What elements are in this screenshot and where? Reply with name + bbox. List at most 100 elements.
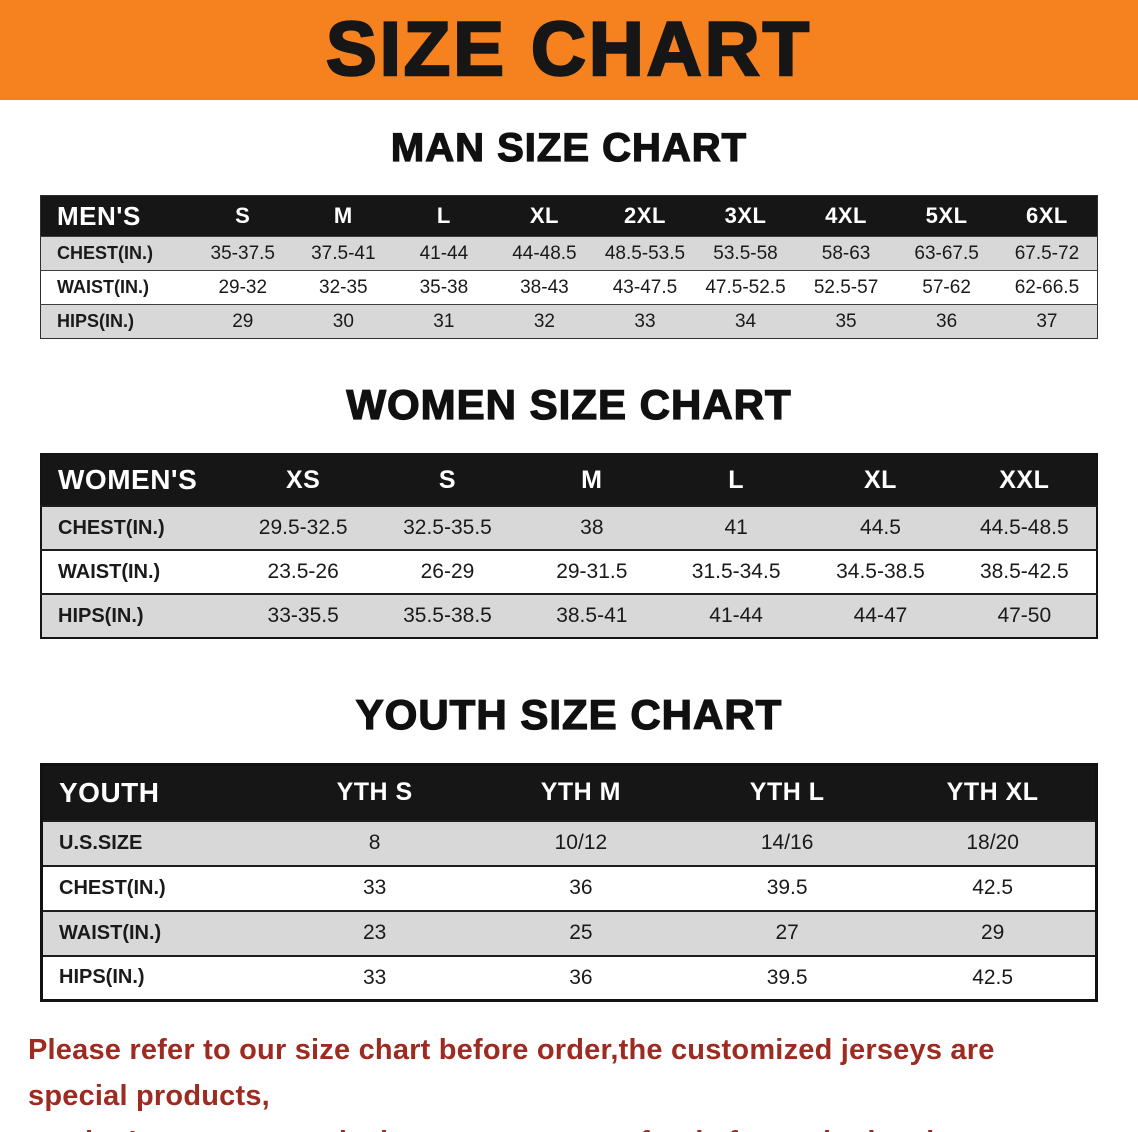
size-column-header: YTH L	[684, 764, 891, 821]
measurement-row: WAIST(IN.) 29-32 32-35 35-38 38-43 43-47.5 47.…	[40, 270, 1098, 305]
size-value-cell: 36	[569, 876, 593, 899]
size-value-cell: 30	[332, 310, 354, 332]
row-label-cell: WAIST(IN.)	[59, 921, 162, 944]
row-label-cell: HIPS(IN.)	[57, 311, 135, 331]
size-value-cell: 44.5-48.5	[979, 516, 1069, 539]
men-size-table: MEN'S S M L XL 2XL 3XL 4XL 5XL 6XL CHEST(IN.) 35-37…	[40, 195, 1098, 339]
size-value-cell: 39.5	[766, 965, 808, 989]
measurement-row: CHEST(IN.) 33 36 39.5 42.5	[41, 865, 1097, 911]
row-label-cell: HIPS(IN.)	[58, 604, 144, 627]
row-label-cell: CHEST(IN.)	[58, 516, 165, 539]
size-value-cell: 31.5-34.5	[691, 560, 781, 583]
size-value-cell: 62-66.5	[1014, 276, 1080, 298]
measurement-row: HIPS(IN.) 29 30 31 32 33 34 35 36 37	[40, 304, 1098, 339]
size-value-cell: 29-31.5	[556, 560, 628, 583]
size-column-header: XL	[494, 195, 595, 237]
size-value-cell: 33	[362, 965, 387, 989]
size-column-header: XS	[231, 454, 376, 506]
size-value-cell: 31	[433, 310, 455, 332]
women-size-table: WOMEN'S XS S M L XL XXL CHEST(IN.) 29.5-32.5 32.5…	[40, 453, 1098, 639]
size-value-cell: 29.5-32.5	[258, 516, 348, 539]
size-value-cell: 38.5-42.5	[979, 560, 1069, 583]
size-value-cell: 36	[936, 310, 958, 332]
row-label-cell: CHEST(IN.)	[59, 876, 166, 899]
table-header-row: YOUTH YTH S YTH M YTH L YTH XL	[41, 764, 1097, 821]
row-label-cell: WAIST(IN.)	[57, 277, 149, 297]
size-value-cell: 10/12	[554, 831, 608, 854]
disclaimer-note: Please refer to our size chart before or…	[28, 1028, 1098, 1132]
size-column-header: M	[293, 195, 394, 237]
measurement-row: WAIST(IN.) 23.5-26 26-29 29-31.5 31.5-34.5 34…	[41, 550, 1097, 594]
measurement-row: CHEST(IN.) 35-37.5 37.5-41 41-44 44-48.5 48.5…	[40, 236, 1098, 271]
size-value-cell: 42.5	[972, 965, 1014, 989]
size-value-cell: 8	[368, 831, 381, 854]
measurement-row: HIPS(IN.) 33 36 39.5 42.5	[41, 955, 1097, 1001]
size-value-cell: 26-29	[420, 560, 475, 583]
size-value-cell: 35.5-38.5	[403, 604, 492, 627]
size-column-header: S	[375, 454, 520, 506]
size-value-cell: 18/20	[966, 831, 1019, 854]
measurement-row: HIPS(IN.) 33-35.5 35.5-38.5 38.5-41 41-44 44-…	[41, 594, 1097, 638]
youth-size-section: YOUTH SIZE CHART YOUTH YTH S YTH M YTH L YTH…	[0, 690, 1138, 1002]
table-title-cell: WOMEN'S	[41, 454, 231, 506]
disclaimer-line-1: Please refer to our size chart before or…	[28, 1034, 995, 1112]
size-value-cell: 37.5-41	[311, 242, 376, 264]
measurement-row: U.S.SIZE 8 10/12 14/16 18/20	[41, 820, 1097, 866]
size-value-cell: 44.5	[860, 516, 901, 539]
size-value-cell: 43-47.5	[612, 276, 678, 298]
size-value-cell: 52.5-57	[813, 276, 879, 298]
size-value-cell: 29	[232, 310, 254, 332]
size-value-cell: 53.5-58	[713, 242, 778, 264]
size-column-header: 6XL	[996, 195, 1098, 237]
size-value-cell: 25	[569, 921, 593, 944]
youth-size-table: YOUTH YTH S YTH M YTH L YTH XL U.S.SIZE 8 10/12…	[40, 763, 1098, 1002]
size-value-cell: 23.5-26	[267, 560, 339, 583]
size-column-header: L	[393, 195, 495, 237]
size-value-cell: 44-48.5	[512, 242, 577, 264]
size-column-header: YTH S	[271, 764, 478, 821]
size-value-cell: 57-62	[922, 276, 971, 298]
size-value-cell: 34	[734, 310, 757, 332]
size-value-cell: 47.5-52.5	[705, 276, 786, 298]
size-value-cell: 63-67.5	[914, 242, 979, 264]
size-column-header: YTH XL	[890, 764, 1097, 821]
size-value-cell: 42.5	[972, 876, 1014, 899]
size-value-cell: 67.5-72	[1014, 242, 1080, 264]
size-value-cell: 44-47	[853, 604, 908, 627]
youth-section-heading: YOUTH SIZE CHART	[355, 690, 783, 738]
size-column-header: 5XL	[896, 195, 997, 237]
size-value-cell: 36	[569, 965, 593, 989]
row-label-cell: U.S.SIZE	[59, 831, 143, 854]
size-value-cell: 39.5	[766, 876, 808, 899]
size-value-cell: 41-44	[709, 604, 763, 627]
size-value-cell: 33	[634, 310, 656, 332]
size-value-cell: 33-35.5	[267, 604, 339, 627]
size-value-cell: 35-38	[419, 276, 469, 298]
size-value-cell: 38-43	[520, 276, 569, 298]
size-value-cell: 14/16	[760, 831, 814, 854]
table-title-cell: YOUTH	[41, 764, 272, 821]
size-value-cell: 58-63	[821, 242, 871, 264]
size-column-header: M	[519, 454, 664, 506]
page-title: SIZE CHART	[325, 7, 812, 92]
size-column-header: L	[663, 454, 809, 506]
size-value-cell: 27	[775, 921, 799, 944]
disclaimer-line-2: we don't accept cancel, change, teturn o…	[28, 1120, 1098, 1132]
size-value-cell: 48.5-53.5	[604, 242, 686, 264]
men-size-section: MAN SIZE CHART MEN'S S M L XL 2XL 3XL 4XL 5XL 6XL…	[0, 125, 1138, 339]
size-value-cell: 35	[835, 310, 857, 332]
size-value-cell: 23	[362, 921, 387, 944]
row-label-cell: HIPS(IN.)	[59, 966, 145, 989]
size-column-header: 4XL	[795, 195, 897, 237]
size-column-header: 3XL	[695, 195, 796, 237]
size-value-cell: 41	[724, 516, 748, 539]
table-header-row: MEN'S S M L XL 2XL 3XL 4XL 5XL 6XL	[40, 195, 1098, 237]
size-value-cell: 34.5-38.5	[836, 560, 925, 583]
men-section-heading: MAN SIZE CHART	[390, 125, 748, 170]
size-column-header: XL	[808, 454, 953, 506]
size-value-cell: 38.5-41	[556, 604, 628, 627]
size-column-header: 2XL	[594, 195, 696, 237]
row-label-cell: CHEST(IN.)	[57, 243, 153, 263]
size-value-cell: 38	[580, 516, 604, 539]
